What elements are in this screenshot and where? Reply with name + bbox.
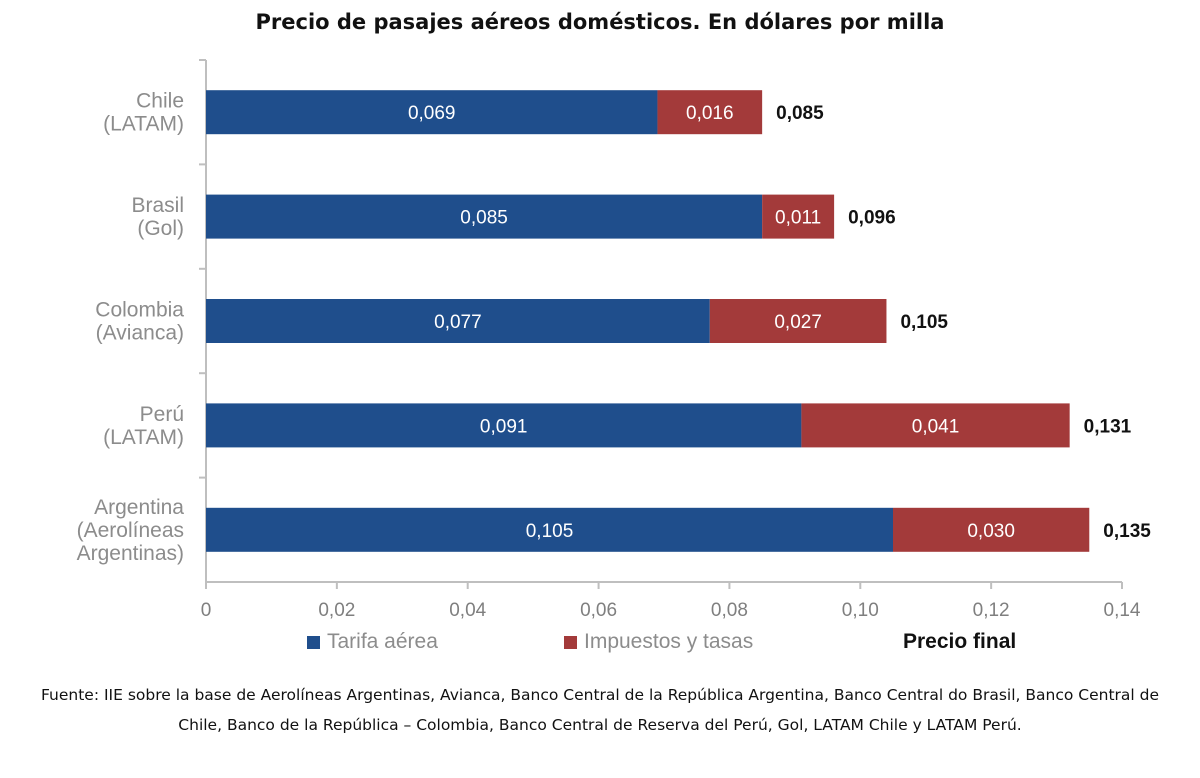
source-note: Fuente: IIE sobre la base de Aerolíneas … <box>40 686 1160 734</box>
data-label: 0,030 <box>967 521 1015 542</box>
bar-tarifa <box>206 194 763 239</box>
category-label: Argentinas) <box>77 542 184 565</box>
category-label: Colombia <box>95 299 184 322</box>
legend-swatch-tarifa <box>307 636 320 649</box>
total-label: 0,085 <box>776 103 824 124</box>
data-label: 0,091 <box>480 416 528 437</box>
data-label: 0,105 <box>526 521 574 542</box>
category-label: Chile <box>136 90 184 113</box>
x-tick-label: 0,12 <box>973 600 1010 621</box>
total-label: 0,105 <box>900 312 948 333</box>
x-tick-label: 0,04 <box>449 600 486 621</box>
legend-swatch-impuestos <box>564 636 577 649</box>
category-label: (LATAM) <box>103 113 184 136</box>
category-label: (Aerolíneas <box>77 519 184 542</box>
x-tick-label: 0,08 <box>711 600 748 621</box>
data-label: 0,027 <box>774 312 822 333</box>
category-label: Brasil <box>131 194 184 217</box>
x-tick-label: 0,02 <box>318 600 355 621</box>
data-label: 0,077 <box>434 312 482 333</box>
chart-title: Precio de pasajes aéreos domésticos. En … <box>255 10 945 34</box>
data-label: 0,016 <box>686 103 734 124</box>
chart-svg: 0 0,02 0,04 0,06 0,08 0,10 0,12 0,14Chile(LATAM… <box>77 59 1151 653</box>
category-label: (Avianca) <box>96 322 184 345</box>
bar-tarifa <box>206 90 658 135</box>
x-tick-label: 0 <box>201 600 212 621</box>
bar-impuestos <box>657 90 763 135</box>
total-label: 0,131 <box>1084 416 1132 437</box>
bar-impuestos <box>709 299 887 343</box>
total-label: 0,096 <box>848 208 896 229</box>
category-label: (Gol) <box>137 217 184 240</box>
data-label: 0,085 <box>460 208 508 229</box>
bar-impuestos <box>893 507 1090 552</box>
legend-label-total: Precio final <box>903 630 1016 653</box>
legend-label-tarifa: Tarifa aérea <box>327 630 438 653</box>
category-label: Argentina <box>94 496 184 519</box>
bar-impuestos <box>762 194 835 239</box>
category-label: (LATAM) <box>103 426 184 449</box>
data-label: 0,011 <box>775 208 821 229</box>
bar-tarifa <box>206 299 710 343</box>
bar-impuestos <box>801 403 1070 448</box>
total-label: 0,135 <box>1103 521 1151 542</box>
x-tick-label: 0,06 <box>580 600 617 621</box>
x-tick-label: 0,10 <box>842 600 879 621</box>
data-label: 0,041 <box>912 416 960 437</box>
x-tick-label: 0,14 <box>1104 600 1141 621</box>
bar-tarifa <box>206 403 802 448</box>
data-label: 0,069 <box>408 103 456 124</box>
legend-label-impuestos: Impuestos y tasas <box>584 630 753 653</box>
category-label: Perú <box>140 403 184 426</box>
bar-tarifa <box>206 507 893 552</box>
